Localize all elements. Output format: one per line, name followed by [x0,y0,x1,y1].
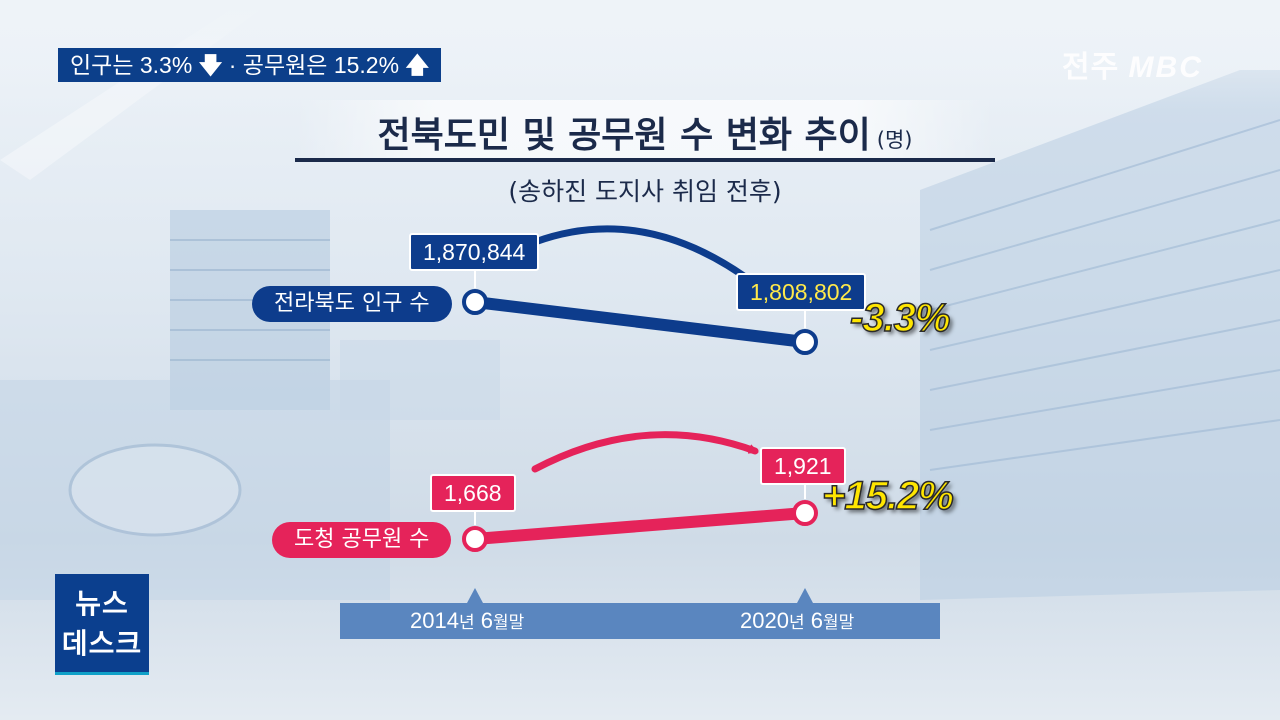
news-badge-line1: 뉴스 [75,587,129,620]
series-label-officials: 도청 공무원 수 [272,522,452,558]
logo-region: 전주 [1062,51,1120,84]
x-tick-marker-1 [797,588,813,603]
up-arrow-icon: 🡅 [405,52,430,78]
x-tick-2020-month-suffix: 월말 [822,613,855,632]
x-tick-2014-year: 2014 [410,608,459,633]
chart-title: 전북도민 및 공무원 수 변화 추이 [377,115,871,156]
broadcaster-logo: 전주 MBC [1062,42,1203,86]
chart-unit: (명) [876,128,913,152]
news-desk-badge: 뉴스 데스크 [55,574,149,675]
chart-title-wrap: 전북도민 및 공무원 수 변화 추이 (명) [295,106,995,158]
x-tick-2014-month: 6 [480,608,493,633]
news-badge-line2: 데스크 [61,627,143,660]
x-tick-2014-month-suffix: 월말 [492,613,525,632]
point-officials-1 [792,500,818,526]
change-label-officials: +15.2% [821,473,954,519]
change-label-population: -3.3% [849,295,951,341]
x-tick-2014: 2014년 6월말 [410,608,524,634]
headline-population-text: 인구는 3.3% [70,52,193,78]
headline-officials-text: 공무원은 15.2% [242,52,400,78]
x-tick-marker-0 [467,588,483,603]
data-label-population-2020: 1,808,802 [736,273,867,311]
data-label-officials-2020: 1,921 [760,447,846,485]
chart-title-bar: 전북도민 및 공무원 수 변화 추이 (명) [295,100,995,162]
series-line-officials [469,507,811,545]
x-tick-2020: 2020년 6월말 [740,608,854,634]
point-population-1 [792,329,818,355]
series-label-population: 전라북도 인구 수 [252,286,452,322]
headline-bar: 인구는 3.3% 🡇 · 공무원은 15.2% 🡅 [58,48,442,82]
x-tick-2020-month: 6 [810,608,823,633]
trend-arrow-population [531,225,759,288]
series-line-population [469,296,811,348]
x-axis-bar [340,603,940,639]
point-officials-0 [462,526,488,552]
chart-subtitle: (송하진 도지사 취임 전후) [508,177,782,206]
x-tick-2020-year-suffix: 년 [788,613,805,632]
point-population-0 [462,289,488,315]
data-label-officials-2014: 1,668 [430,474,516,512]
trend-arrow-officials [531,431,759,473]
x-tick-2014-year-suffix: 년 [458,613,475,632]
headline-separator: · [228,52,237,78]
down-arrow-icon: 🡇 [198,52,223,78]
logo-brand: MBC [1128,51,1203,84]
x-tick-2020-year: 2020 [740,608,789,633]
data-label-population-2014: 1,870,844 [409,233,540,271]
